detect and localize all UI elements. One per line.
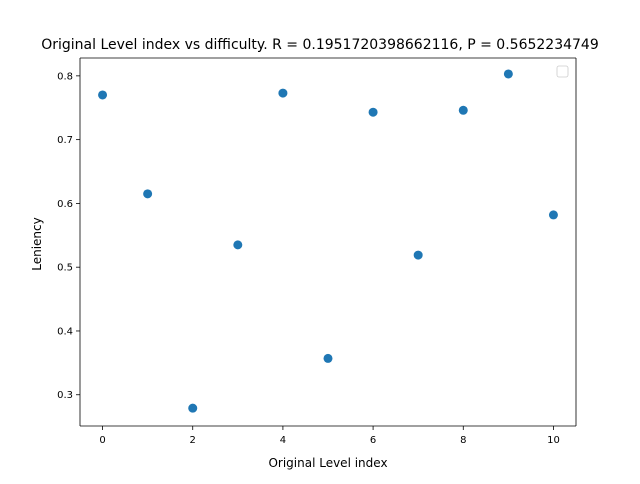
chart-title: Original Level index vs difficulty. R = … bbox=[41, 37, 599, 53]
plot-area: 0 2 4 6 8 10 0.3 0.4 0.5 0.6 0.7 0.8 bbox=[57, 57, 577, 446]
y-tick-label: 0.3 bbox=[57, 390, 73, 401]
x-tick-label: 4 bbox=[280, 435, 286, 446]
y-tick-label: 0.7 bbox=[57, 135, 73, 146]
x-tick-label: 0 bbox=[99, 435, 105, 446]
data-point bbox=[458, 105, 468, 115]
data-point bbox=[143, 189, 153, 199]
y-tick-label: 0.4 bbox=[57, 326, 73, 337]
x-tick-label: 8 bbox=[460, 435, 466, 446]
y-tick-label: 0.5 bbox=[57, 263, 73, 274]
data-point bbox=[413, 250, 423, 260]
x-axis-label: Original Level index bbox=[268, 456, 387, 470]
data-point bbox=[503, 69, 513, 79]
data-point bbox=[323, 353, 333, 363]
data-point bbox=[548, 210, 558, 220]
data-point bbox=[188, 403, 198, 413]
y-axis-label: Leniency bbox=[30, 217, 44, 270]
y-tick-label: 0.8 bbox=[57, 71, 73, 82]
data-point bbox=[278, 88, 288, 98]
data-point bbox=[98, 90, 108, 100]
x-tick-label: 10 bbox=[547, 435, 560, 446]
data-point bbox=[233, 240, 243, 250]
data-point bbox=[368, 107, 378, 117]
x-tick-label: 6 bbox=[370, 435, 376, 446]
x-tick-label: 2 bbox=[190, 435, 196, 446]
y-tick-label: 0.6 bbox=[57, 199, 73, 210]
legend-box bbox=[556, 65, 569, 78]
